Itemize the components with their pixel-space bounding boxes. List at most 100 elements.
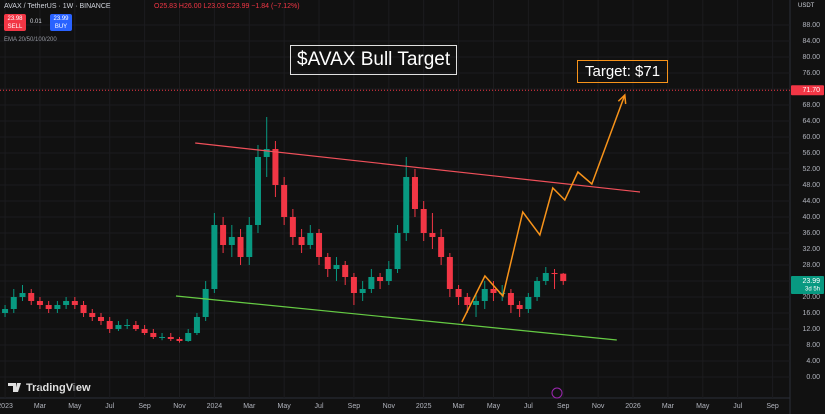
candle-body [464, 297, 471, 305]
candle-body [106, 321, 113, 329]
y-tick-label: 32.00 [802, 246, 820, 253]
buy-price: 23.99 [53, 16, 69, 22]
candle-body [71, 301, 78, 305]
candle-body [193, 317, 200, 333]
sell-button[interactable]: 23.98 SELL [4, 14, 26, 31]
candle-body [438, 237, 445, 257]
candle-body [534, 281, 541, 297]
candle-body [246, 225, 253, 257]
candle-body [115, 325, 122, 329]
annotation-title: $AVAX Bull Target [290, 45, 458, 75]
x-tick-label: May [696, 403, 710, 410]
candle-body [385, 269, 392, 281]
currency[interactable]: USDT [798, 3, 815, 9]
candle-body [473, 301, 480, 305]
candle-body [307, 233, 314, 245]
candle-body [507, 293, 514, 305]
candle-body [202, 289, 209, 317]
y-tick-label: 88.00 [802, 22, 820, 29]
x-tick-label: 2024 [207, 403, 223, 410]
buy-button[interactable]: 23.99 BUY [50, 14, 72, 31]
candle-body [132, 325, 139, 329]
x-tick-label: May [487, 403, 501, 410]
buy-label: BUY [54, 24, 68, 30]
logo-icon [8, 383, 21, 392]
y-tick-label: 76.00 [802, 70, 820, 77]
x-tick-label: 2026 [625, 403, 641, 410]
candle-body [63, 301, 70, 305]
candle-body [150, 333, 157, 337]
y-tick-label: 8.00 [806, 342, 820, 349]
candle-body [324, 257, 331, 269]
candle-body [54, 305, 61, 309]
price-tag-label: 23.99 [802, 278, 820, 285]
candle-body [254, 157, 261, 225]
x-tick-label: Jul [105, 403, 114, 410]
candle-body [10, 297, 17, 309]
candle-body [228, 237, 235, 245]
candle-body [377, 277, 384, 281]
candle-body [403, 177, 410, 233]
candle-body [176, 339, 183, 341]
candle-body [185, 333, 192, 341]
candle-body [542, 273, 549, 281]
candle-body [211, 225, 218, 289]
y-tick-label: 48.00 [802, 182, 820, 189]
x-tick-label: Mar [662, 403, 675, 410]
candle-body [429, 233, 436, 237]
sell-price: 23.98 [7, 16, 23, 22]
candle-body [80, 305, 87, 313]
x-tick-label: May [68, 403, 82, 410]
y-tick-label: 44.00 [802, 198, 820, 205]
candle-body [28, 293, 35, 301]
candle-body [263, 149, 270, 157]
y-tick-label: 60.00 [802, 134, 820, 141]
trendline [175, 295, 617, 341]
x-tick-label: Mar [243, 403, 256, 410]
y-tick-label: 12.00 [802, 326, 820, 333]
indicator[interactable]: EMA 20/50/100/200 [4, 37, 57, 43]
candle-body [455, 289, 462, 297]
target-label: Target: $71 [577, 60, 669, 83]
candle-body [551, 273, 558, 274]
event-icon[interactable] [551, 387, 563, 399]
x-tick-label: Sep [348, 403, 361, 410]
y-tick-label: 40.00 [802, 214, 820, 221]
candle-body [411, 177, 418, 209]
x-tick-label: Mar [34, 403, 47, 410]
candle-body [368, 277, 375, 289]
y-tick-label: 64.00 [802, 118, 820, 125]
x-tick-label: Sep [138, 403, 151, 410]
trendline [195, 142, 641, 193]
candle-body [2, 309, 9, 313]
candle-body [359, 289, 366, 293]
y-tick-label: 36.00 [802, 230, 820, 237]
y-tick-label: 28.00 [802, 262, 820, 269]
y-tick-label: 4.00 [806, 358, 820, 365]
y-tick-label: 20.00 [802, 294, 820, 301]
candle-body [333, 265, 340, 269]
y-tick-label: 84.00 [802, 38, 820, 45]
candle-body [298, 237, 305, 245]
y-tick-label: 52.00 [802, 166, 820, 173]
y-tick-label: 16.00 [802, 310, 820, 317]
x-tick-label: Jul [524, 403, 533, 410]
candle-body [481, 289, 488, 301]
x-tick-label: Mar [453, 403, 466, 410]
x-tick-label: May [278, 403, 292, 410]
candle-body [237, 237, 244, 257]
candle-body [560, 273, 567, 282]
candle-body [159, 337, 166, 338]
y-tick-label: 68.00 [802, 102, 820, 109]
candle-body [281, 185, 288, 217]
candle-body [141, 329, 148, 333]
candle-body [342, 265, 349, 277]
x-tick-label: Sep [766, 403, 779, 410]
candle-body [272, 149, 279, 185]
y-tick-label: 80.00 [802, 54, 820, 61]
x-tick-label: 2023 [0, 403, 13, 410]
price-tag [791, 276, 824, 295]
x-tick-label: Jul [733, 403, 742, 410]
